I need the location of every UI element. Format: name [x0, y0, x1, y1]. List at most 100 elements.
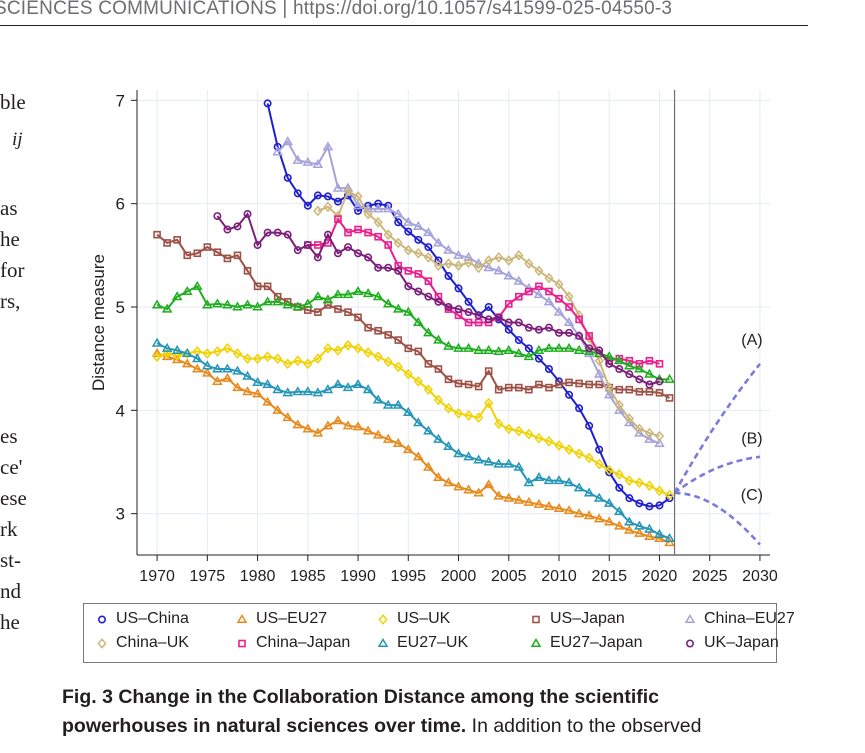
data-point: [378, 614, 388, 625]
data-point: [644, 480, 655, 492]
data-point: [344, 308, 352, 316]
data-point: [364, 253, 373, 262]
data-point: [603, 497, 615, 507]
data-point: [654, 430, 665, 442]
y-tick-label: 6: [116, 195, 125, 214]
data-point: [614, 399, 624, 411]
data-point: [342, 382, 354, 392]
body-fragment: ble: [0, 90, 26, 114]
data-point: [273, 353, 283, 365]
data-point: [464, 380, 473, 389]
data-point: [354, 313, 362, 322]
data-point: [664, 532, 675, 543]
data-point: [323, 201, 333, 213]
data-point: [232, 348, 243, 359]
data-point: [504, 423, 514, 435]
projection-line: [673, 363, 761, 494]
data-point: [484, 303, 493, 312]
data-point: [543, 296, 555, 306]
data-point: [243, 210, 252, 219]
data-point: [312, 291, 324, 301]
data-point: [573, 344, 585, 354]
data-point: [453, 260, 464, 272]
data-point: [544, 364, 553, 373]
series-eu27-uk: [151, 337, 675, 543]
data-point: [303, 241, 312, 250]
data-point: [272, 404, 283, 414]
data-point: [314, 308, 322, 316]
data-point: [514, 249, 524, 261]
data-point: [594, 355, 604, 367]
data-point: [394, 336, 403, 344]
data-point: [624, 360, 635, 370]
data-point: [413, 417, 424, 427]
data-point: [573, 482, 585, 492]
legend-item: US–UK: [377, 610, 450, 628]
data-point: [172, 350, 182, 361]
data-point: [173, 236, 181, 244]
data-point: [263, 351, 273, 362]
data-point: [332, 182, 344, 192]
data-point: [252, 388, 263, 398]
data-point: [524, 258, 534, 269]
data-point: [624, 516, 635, 526]
data-point: [443, 402, 454, 414]
data-point: [273, 292, 282, 301]
data-point: [333, 197, 342, 206]
data-point: [613, 355, 625, 365]
data-point: [504, 383, 513, 392]
legend-item: UK–Japan: [684, 634, 779, 652]
data-point: [645, 356, 654, 365]
data-point: [513, 348, 525, 358]
data-point: [443, 258, 454, 269]
x-tick-label: 1995: [390, 568, 426, 585]
y-tick-label: 3: [116, 505, 125, 524]
data-point: [664, 373, 675, 383]
data-point: [565, 328, 574, 337]
data-point: [152, 351, 162, 362]
data-point: [624, 417, 635, 427]
data-point: [453, 448, 464, 458]
legend-item: China–EU27: [684, 610, 795, 628]
data-point: [563, 477, 575, 487]
data-point: [464, 308, 473, 317]
data-point: [403, 368, 413, 380]
data-point: [503, 458, 515, 468]
data-point: [635, 499, 644, 508]
series-line: [156, 233, 670, 399]
data-point: [384, 331, 392, 339]
data-point: [533, 344, 545, 354]
data-point: [585, 344, 594, 353]
data-point: [413, 220, 424, 230]
data-point: [273, 228, 282, 237]
data-point: [292, 154, 304, 164]
data-point: [402, 406, 414, 416]
distance-line-chart: (A) (B) (C) 3 4 5 6 7 1970 1975 1980 1985 1990 1995 2…: [89, 90, 778, 585]
data-point: [354, 249, 363, 258]
data-point: [545, 383, 553, 392]
legend-item: US–China: [96, 610, 189, 628]
data-point: [332, 415, 344, 425]
data-point: [362, 203, 374, 213]
data-point: [151, 337, 163, 347]
data-point: [423, 461, 434, 471]
data-point: [363, 208, 373, 220]
data-point: [593, 513, 605, 523]
data-point: [573, 508, 585, 518]
data-point: [484, 397, 494, 409]
data-point: [524, 428, 534, 440]
data-point: [181, 358, 193, 368]
legend-marker-icon: [236, 614, 248, 624]
series-line: [216, 211, 660, 386]
data-point: [372, 203, 384, 213]
data-point: [213, 212, 222, 221]
data-point: [292, 386, 304, 396]
data-point: [342, 420, 354, 430]
data-point: [624, 475, 634, 486]
data-point: [563, 505, 575, 515]
data-point: [272, 146, 283, 156]
data-point: [424, 292, 433, 301]
data-point: [272, 384, 283, 394]
data-point: [454, 305, 463, 314]
data-point: [97, 615, 107, 624]
